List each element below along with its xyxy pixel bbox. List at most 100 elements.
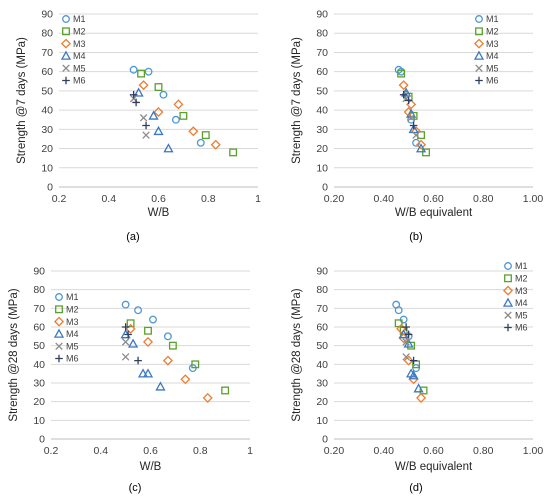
legend-marker	[55, 305, 63, 314]
y-tick-label: 50	[316, 85, 328, 97]
legend-marker	[62, 27, 70, 36]
data-point	[127, 338, 139, 348]
y-tick-label: 10	[316, 415, 328, 427]
data-point	[407, 341, 416, 350]
legend-entry: M6	[66, 354, 79, 364]
series-m6	[121, 323, 142, 365]
legend-marker	[475, 15, 483, 23]
data-point	[124, 330, 132, 339]
legend-marker	[62, 64, 70, 72]
y-tick-label: 60	[41, 66, 53, 78]
legend-entry: M4	[486, 51, 499, 61]
y-tick-label: 60	[316, 322, 328, 334]
legend-marker	[502, 297, 514, 307]
panel-label: (c)	[129, 482, 142, 494]
panel-label: (d)	[409, 482, 422, 494]
data-point	[221, 386, 230, 395]
data-point	[407, 114, 415, 122]
y-tick-label: 30	[316, 124, 328, 136]
data-point	[154, 83, 163, 91]
data-point	[196, 138, 205, 147]
y-tick-label: 90	[316, 9, 328, 21]
series-m4	[398, 329, 424, 393]
legend-marker	[504, 323, 512, 332]
y-tick-label: 10	[316, 162, 328, 174]
data-point	[149, 315, 157, 324]
legend-entry: M4	[515, 298, 528, 308]
data-point	[210, 139, 221, 150]
series-m3	[138, 80, 221, 150]
x-tick-label: 0.2	[44, 445, 59, 457]
legend-entry: M5	[66, 341, 79, 351]
series-m1	[121, 300, 197, 373]
y-tick-label: 90	[316, 266, 328, 278]
x-tick-label: 0.80	[473, 193, 494, 205]
legend: M1 M2 M3 M4 M5 M6	[502, 261, 528, 333]
y-tick-label: 40	[41, 105, 53, 117]
legend-marker	[504, 262, 512, 270]
data-point	[416, 392, 427, 403]
y-tick-label: 10	[33, 415, 45, 427]
x-tick-label: 0.8	[201, 193, 216, 205]
x-tick-label: 0.20	[324, 445, 345, 457]
series-m6	[129, 90, 150, 130]
y-tick-label: 90	[33, 266, 45, 278]
y-tick-label: 20	[33, 396, 45, 408]
data-point	[138, 80, 149, 91]
y-tick-label: 40	[316, 359, 328, 371]
y-tick-label: 0	[322, 434, 328, 446]
legend-entry: M5	[486, 63, 499, 73]
legend-marker	[53, 316, 65, 327]
legend-marker	[55, 342, 63, 350]
data-point	[121, 300, 130, 309]
data-point	[153, 125, 164, 136]
y-tick-label: 20	[316, 143, 328, 155]
y-tick-label: 30	[316, 378, 328, 390]
y-tick-label: 20	[41, 143, 53, 155]
legend-marker	[60, 38, 72, 49]
data-point	[121, 353, 130, 361]
x-tick-label: 0.6	[143, 445, 158, 457]
series-m2	[137, 69, 238, 157]
data-point	[155, 381, 166, 391]
data-point	[188, 126, 199, 137]
x-tick-label: 1.00	[523, 193, 544, 205]
x-tick-label: 1	[247, 445, 253, 457]
data-point	[398, 333, 409, 344]
x-tick-label: 0.4	[93, 445, 108, 457]
data-point	[129, 90, 138, 99]
legend-entry: M6	[486, 76, 499, 86]
y-tick-label: 60	[316, 66, 328, 78]
legend-entry: M3	[515, 286, 528, 296]
data-point	[121, 338, 130, 346]
data-point	[409, 111, 418, 120]
data-point	[148, 110, 159, 120]
data-point	[134, 356, 142, 365]
y-tick-label: 0	[47, 182, 53, 194]
data-point	[163, 143, 174, 153]
data-point	[402, 353, 410, 361]
legend-entry: M2	[73, 27, 86, 37]
x-tick-label: 0.40	[374, 193, 395, 205]
series-m5	[402, 338, 410, 361]
y-tick-label: 70	[316, 303, 328, 315]
legend: M1 M2 M3 M4 M5 M6	[60, 14, 86, 86]
data-point	[144, 326, 152, 335]
legend-entry: M4	[66, 329, 79, 339]
data-point	[402, 338, 410, 346]
legend-marker	[60, 50, 72, 60]
series-m6	[399, 90, 418, 130]
data-point	[129, 65, 138, 74]
series-m5	[121, 338, 130, 361]
chart-panel-4: 0 10 20 30 40 50 60 70 80 90 0.20 0.40 0.60 0.80 1.00 W…	[291, 261, 543, 494]
panel-label: (b)	[409, 231, 422, 243]
series-m6	[402, 323, 418, 365]
legend-entry: M3	[66, 317, 79, 327]
data-point	[404, 330, 413, 339]
legend-entry: M1	[515, 261, 528, 271]
data-point	[134, 306, 143, 315]
legend-entry: M2	[486, 27, 499, 37]
y-tick-label: 0	[39, 434, 45, 446]
data-point	[399, 90, 408, 99]
data-point	[137, 368, 149, 378]
